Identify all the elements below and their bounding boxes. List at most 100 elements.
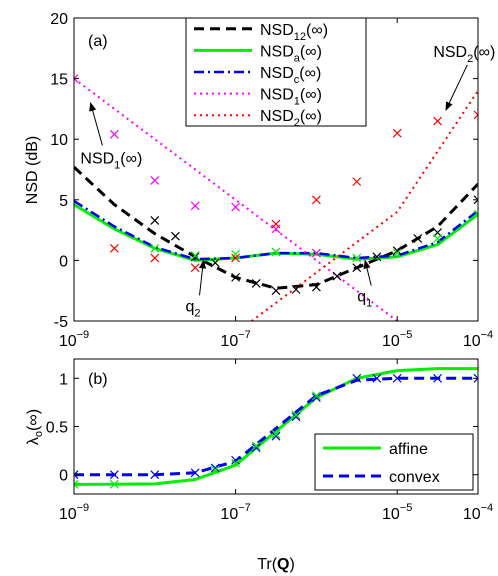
data-point	[271, 431, 281, 441]
data-point	[291, 412, 301, 422]
y-tick-label: -5	[54, 314, 68, 331]
data-point	[473, 209, 478, 219]
data-point	[251, 279, 261, 288]
data-point	[392, 246, 402, 256]
annotation-label: q1	[357, 289, 372, 310]
y-tick-label: 20	[50, 11, 68, 28]
legend-label: affine	[389, 441, 428, 458]
annotation-label: NSD2(∞)	[433, 44, 495, 65]
data-point	[392, 373, 402, 383]
panel-a-annotations: NSD1(∞) NSD2(∞) q2 q1	[80, 44, 495, 320]
data-point	[311, 282, 321, 292]
data-point	[251, 441, 261, 451]
data-point	[352, 177, 362, 187]
panel-b: 10−9 10−7 10−5 10−4 0 0.5 1 (b) λo(∞) Tr(Q) af…	[25, 358, 493, 573]
data-point	[150, 253, 160, 263]
legend-label: NSD2(∞)	[260, 108, 322, 129]
x-tick-label: 10−7	[220, 502, 250, 523]
data-point	[311, 391, 321, 401]
data-point	[311, 248, 321, 258]
data-point	[210, 465, 220, 475]
panel-b-ticks: 10−9 10−7 10−5 10−4 0 0.5 1	[46, 359, 493, 523]
y-label-sub: o	[33, 431, 45, 437]
panel-b-label: (b)	[88, 371, 108, 388]
data-point	[433, 116, 442, 126]
x-label-pre: Tr(	[257, 556, 278, 573]
data-point	[109, 243, 119, 253]
data-point	[231, 253, 241, 263]
series-line-2	[250, 90, 478, 321]
data-point	[271, 429, 281, 439]
data-point	[109, 470, 119, 480]
data-point	[291, 410, 301, 420]
data-point	[271, 219, 281, 229]
annotation-label: NSD1(∞)	[80, 150, 142, 171]
data-point	[74, 74, 79, 84]
data-point	[150, 243, 160, 253]
series-line-12	[74, 166, 478, 290]
data-point	[210, 258, 220, 268]
data-point	[150, 175, 160, 185]
data-point	[171, 231, 180, 241]
data-point	[231, 272, 241, 282]
data-point	[352, 253, 362, 263]
data-point	[433, 234, 442, 244]
data-point	[74, 470, 79, 480]
y-tick-label: 0	[59, 468, 68, 485]
data-point	[251, 443, 261, 453]
annotation-arrow	[89, 101, 103, 146]
annotation-arrow	[363, 259, 372, 286]
series-line-convex	[74, 376, 478, 477]
panel-b-y-axis-label: λo(∞)	[25, 409, 45, 445]
data-point	[190, 263, 200, 273]
panel-b-legend: affine convex	[314, 433, 474, 491]
data-point	[271, 286, 281, 296]
data-point	[392, 128, 402, 138]
data-point	[150, 215, 160, 225]
legend-label: NSDc(∞)	[260, 65, 321, 86]
series-line-1	[74, 77, 399, 321]
legend-label: NSDa(∞)	[260, 43, 322, 64]
data-point	[74, 479, 79, 489]
data-point	[311, 393, 321, 402]
data-point	[190, 251, 200, 260]
data-point	[372, 373, 382, 383]
x-tick-label: 10−9	[59, 329, 89, 350]
x-label-post: )	[289, 556, 294, 573]
panel-b-markers	[74, 373, 478, 489]
data-point	[231, 249, 241, 259]
x-tick-label: 10−4	[463, 502, 493, 523]
legend-box	[314, 433, 474, 491]
data-point	[473, 373, 478, 383]
data-point	[150, 470, 160, 480]
data-point	[271, 247, 281, 257]
data-point	[433, 373, 442, 383]
data-point	[352, 373, 362, 383]
y-label-tail: (∞)	[25, 409, 42, 431]
panel-a-series	[74, 77, 478, 321]
annotation-arrow	[445, 64, 468, 111]
data-point	[210, 463, 220, 473]
data-point	[231, 455, 241, 465]
y-tick-label: 0.5	[46, 420, 68, 437]
y-label-lambda: λ	[25, 437, 42, 445]
x-tick-label: 10−7	[220, 329, 250, 350]
panel-b-x-axis-label: Tr(Q)	[257, 556, 295, 573]
annotation-label: q2	[186, 298, 201, 319]
data-point	[190, 252, 200, 262]
data-point	[413, 234, 423, 244]
data-point	[190, 201, 200, 211]
data-point	[473, 195, 478, 205]
x-label-bold: Q	[277, 556, 289, 573]
data-point	[109, 479, 119, 489]
x-tick-label: 10−5	[382, 329, 412, 350]
data-point	[109, 129, 119, 139]
data-point	[372, 252, 382, 262]
data-point	[190, 468, 200, 478]
annotation-arrow	[198, 259, 207, 296]
x-tick-label: 10−9	[59, 502, 89, 523]
data-point	[392, 248, 402, 258]
x-tick-label: 10−4	[463, 329, 493, 350]
series-line-a	[74, 203, 478, 262]
